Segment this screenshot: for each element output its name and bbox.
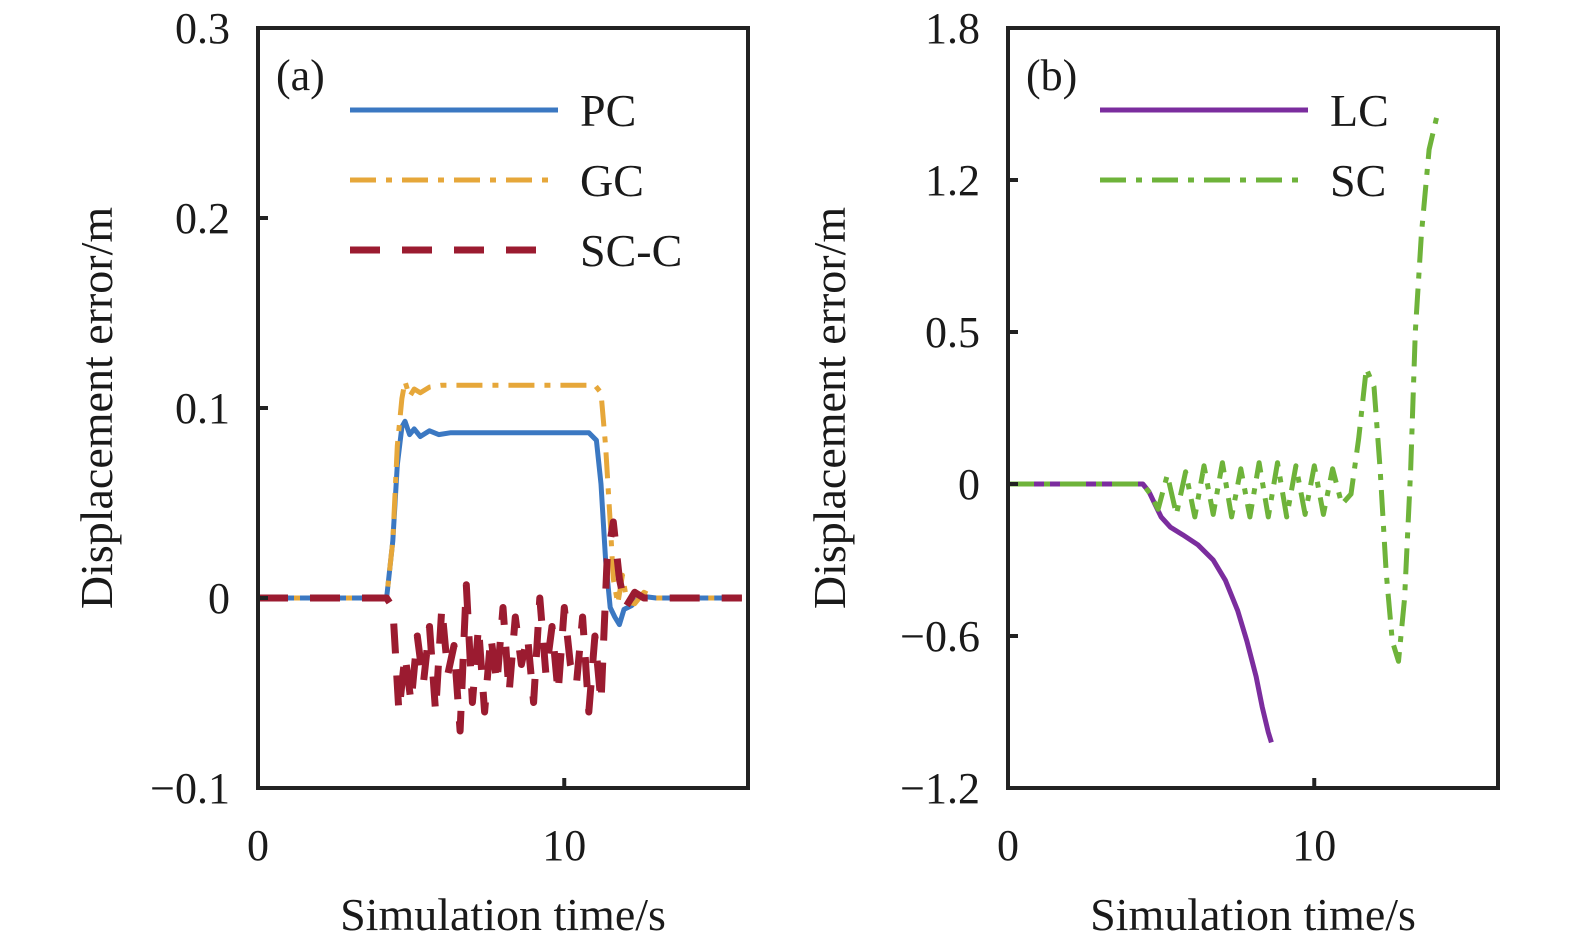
x-tick-label: 10 <box>1292 821 1336 870</box>
y-tick-label: 1.2 <box>925 156 980 205</box>
series-line-lc <box>1008 481 1274 744</box>
legend-label-sc: SC <box>1330 155 1386 206</box>
y-tick-label: 0.1 <box>175 384 230 433</box>
series-group <box>258 378 742 735</box>
y-tick-label: 0.5 <box>925 308 980 357</box>
chart-panel-1: −0.1 0 0.1 0.2 0.3 0 10 Simulation time/s Displa… <box>71 4 750 940</box>
y-tick-label: 0 <box>208 574 230 623</box>
y-tick-label: 0.2 <box>175 194 230 243</box>
x-tick-label: 0 <box>997 821 1019 870</box>
legend: PC GC SC-C <box>350 85 682 276</box>
panel-label: (a) <box>276 51 325 100</box>
plot-frame <box>1006 26 1500 790</box>
y-tick-label: −1.2 <box>900 764 980 813</box>
y-tick-label: 0 <box>958 460 980 509</box>
series-line-gc <box>258 378 742 607</box>
series-line-sc-c <box>258 518 742 735</box>
panel-label: (b) <box>1026 51 1077 100</box>
y-tick-label: 0.3 <box>175 4 230 53</box>
y-tick-label: 1.8 <box>925 4 980 53</box>
chart-panel-2: −1.2 −0.6 0 0.5 1.2 1.8 0 10 Simulation time/s Di… <box>804 4 1500 940</box>
legend-label-sc-c: SC-C <box>580 225 682 276</box>
x-axis-label: Simulation time/s <box>1090 889 1416 940</box>
plot-frame <box>256 26 750 790</box>
legend-label-lc: LC <box>1330 85 1389 136</box>
series-line-sc <box>1008 116 1440 664</box>
legend-label-pc: PC <box>580 85 636 136</box>
y-axis-label: Displacement error/m <box>804 207 855 610</box>
series-group <box>1008 116 1440 744</box>
x-axis-label: Simulation time/s <box>340 889 666 940</box>
y-axis-label: Displacement error/m <box>71 207 122 610</box>
y-tick-label: −0.6 <box>900 612 980 661</box>
series-line-pc <box>258 418 742 628</box>
legend: LC SC <box>1100 85 1389 206</box>
x-tick-label: 10 <box>542 821 586 870</box>
x-tick-label: 0 <box>247 821 269 870</box>
y-tick-label: −0.1 <box>150 764 230 813</box>
legend-label-gc: GC <box>580 155 644 206</box>
